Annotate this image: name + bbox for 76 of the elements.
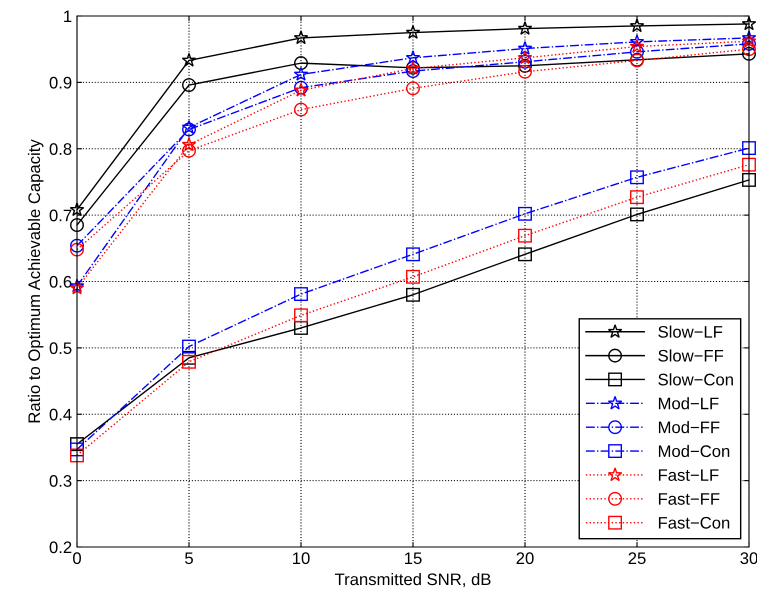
point <box>294 287 308 302</box>
point <box>294 66 308 81</box>
point <box>182 120 196 134</box>
point <box>518 54 532 69</box>
point <box>630 208 644 222</box>
point <box>406 288 420 302</box>
x-tick-label: 5 <box>185 552 193 564</box>
legend-label: Fast−Con <box>658 516 730 529</box>
point <box>406 24 420 39</box>
point <box>742 34 756 48</box>
point <box>742 141 756 156</box>
point <box>70 202 84 216</box>
point <box>742 42 756 56</box>
y-tick-label: 0.4 <box>50 408 72 420</box>
point <box>406 64 420 78</box>
y-tick-label: 0.6 <box>50 276 72 288</box>
x-tick-label: 10 <box>293 552 310 564</box>
point <box>182 122 196 136</box>
point <box>630 34 644 48</box>
legend-label: Slow−LF <box>658 326 722 338</box>
legend-label: Mod−Con <box>658 444 730 458</box>
point <box>630 44 644 59</box>
y-tick-label: 0.8 <box>50 143 72 155</box>
y-tick-label: 1 <box>64 10 72 22</box>
legend-label: Fast−LF <box>658 469 718 481</box>
x-tick-label: 15 <box>405 552 422 564</box>
point <box>406 81 420 96</box>
point <box>518 58 532 73</box>
point <box>518 206 532 221</box>
point <box>518 228 532 243</box>
y-tick-label: 0.2 <box>50 541 72 554</box>
point <box>182 78 196 92</box>
x-tick-label: 0 <box>73 552 81 564</box>
point <box>742 16 756 30</box>
point <box>182 340 196 354</box>
point <box>406 270 420 284</box>
legend-label: Slow−Con <box>658 373 733 386</box>
point <box>630 170 644 184</box>
x-tick-label: 25 <box>628 552 646 564</box>
point <box>742 46 756 61</box>
point <box>294 30 308 44</box>
point <box>182 354 196 369</box>
point <box>182 144 196 158</box>
point <box>630 190 644 204</box>
y-tick-label: 0.3 <box>50 475 72 487</box>
y-tick-label: 0.9 <box>50 76 72 89</box>
point <box>630 38 644 53</box>
legend-label: Slow−FF <box>658 349 724 362</box>
point <box>630 18 644 32</box>
point <box>406 50 420 64</box>
x-axis-title: Transmitted SNR, dB <box>334 572 491 588</box>
point <box>518 64 532 79</box>
point <box>70 238 84 253</box>
y-axis-title: Ratio to Optimum Achievable Capacity <box>28 139 44 422</box>
x-tick-label: 20 <box>516 552 534 564</box>
point <box>70 218 84 232</box>
legend-label: Fast−FF <box>658 493 720 505</box>
point <box>294 56 308 70</box>
point <box>518 40 532 55</box>
point <box>518 20 532 35</box>
legend-label: Mod−FF <box>658 420 720 434</box>
point <box>182 52 196 67</box>
point <box>294 308 308 322</box>
legend-label: Mod−LF <box>658 397 719 410</box>
y-tick-label: 0.7 <box>50 210 72 222</box>
y-tick-label: 0.5 <box>50 342 72 354</box>
point <box>518 247 532 262</box>
point <box>70 242 84 257</box>
point <box>518 50 532 64</box>
point <box>742 158 756 172</box>
point <box>294 102 308 117</box>
point <box>406 247 420 262</box>
point <box>742 30 756 44</box>
point <box>182 137 196 152</box>
point <box>742 173 756 187</box>
point <box>70 448 84 462</box>
